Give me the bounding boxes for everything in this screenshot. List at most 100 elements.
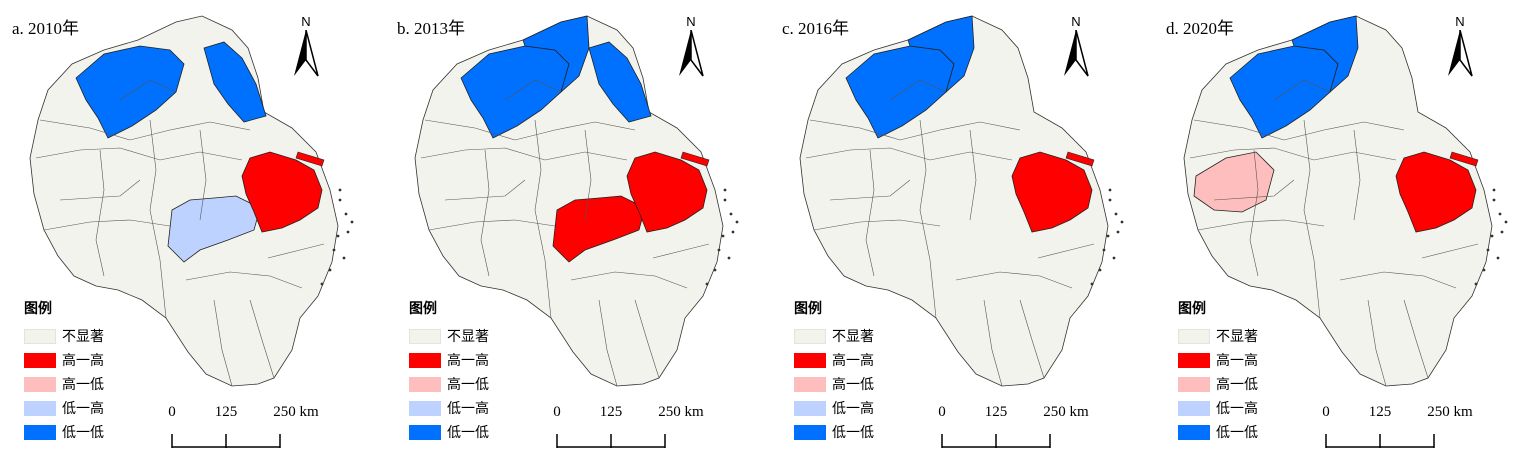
legend-swatch	[1178, 400, 1210, 416]
region-north-centre	[1291, 15, 1359, 94]
legend-item-low-high: 低一高	[409, 396, 489, 420]
legend-swatch	[24, 424, 56, 440]
legend-label: 低一高	[1216, 401, 1258, 417]
coastal-islet	[1500, 230, 1504, 234]
legend-title: 图例	[409, 301, 437, 317]
region-centre-west	[1193, 151, 1275, 213]
boundary-line	[865, 149, 875, 277]
coastal-islet	[332, 248, 336, 252]
legend: 图例 不显著 高一高 高一低 低一高 低一低	[1178, 298, 1258, 444]
coastal-islet	[1116, 230, 1120, 234]
boundary-line	[480, 149, 490, 277]
coastal-islet	[328, 268, 332, 272]
boundary-line	[1189, 147, 1397, 161]
boundary-line	[1353, 129, 1361, 221]
boundary-line	[35, 147, 243, 161]
scale-bar-line	[941, 434, 1051, 448]
coastal-islet	[721, 234, 725, 238]
coastal-islet	[1090, 282, 1094, 286]
legend-item-low-low: 低一低	[1178, 420, 1258, 444]
scale-tick-250: 250 km	[1427, 404, 1473, 420]
legend-item-high-low: 高一低	[794, 372, 874, 396]
legend-title: 图例	[794, 301, 822, 317]
boundary-line	[1421, 243, 1479, 259]
panel-title: a. 2010年	[12, 19, 80, 38]
coastal-islet	[1112, 256, 1116, 260]
boundary-line	[267, 243, 325, 259]
island	[1449, 151, 1479, 167]
north-arrow-label: N	[1455, 14, 1465, 29]
coastal-islet	[342, 256, 346, 260]
coastal-islet	[338, 198, 342, 202]
scale-bar: 0 125 250 km	[551, 404, 704, 450]
region-centre	[552, 195, 646, 263]
legend: 图例 不显著 高一高 高一低 低一高 低一低	[409, 298, 489, 444]
scale-bar-line	[1325, 434, 1435, 448]
coastal-islet	[729, 212, 733, 216]
region-north-west	[845, 45, 955, 139]
map-2013	[414, 15, 739, 387]
scale-bar-line	[171, 434, 281, 448]
coastal-islet	[723, 188, 727, 192]
panel-title: c. 2016年	[782, 19, 850, 38]
legend-swatch	[409, 376, 441, 392]
scale-tick-0: 0	[168, 404, 176, 420]
boundary-line	[185, 271, 303, 289]
legend-label: 不显著	[62, 329, 104, 345]
boundary-line	[889, 79, 947, 101]
boundary-line	[43, 219, 171, 231]
legend-swatch	[794, 352, 826, 368]
north-arrow: N	[1062, 14, 1090, 78]
boundary-line	[1037, 243, 1095, 259]
coastal-islet	[1492, 198, 1496, 202]
legend-label: 低一高	[832, 401, 874, 417]
scale-tick-125: 125	[599, 404, 623, 420]
scale-tick-125: 125	[1368, 404, 1392, 420]
legend-item-low-low: 低一低	[409, 420, 489, 444]
coastal-islet	[1106, 234, 1110, 238]
legend-item-high-high: 高一高	[409, 348, 489, 372]
coastal-islet	[344, 212, 348, 216]
legend-item-high-high: 高一高	[794, 348, 874, 372]
legend-swatch	[794, 376, 826, 392]
boundary-line	[213, 299, 233, 387]
legend-swatch	[794, 400, 826, 416]
coastal-islet	[1114, 212, 1118, 216]
region-shanghai-area	[1395, 151, 1477, 233]
north-arrow-label: N	[686, 14, 696, 29]
coastal-islet	[1492, 188, 1496, 192]
legend-label: 低一低	[62, 425, 104, 441]
north-arrow-icon	[1448, 30, 1473, 77]
legend-swatch	[24, 400, 56, 416]
legend-item-low-low: 低一低	[794, 420, 874, 444]
legend-label: 高一低	[832, 377, 874, 393]
coastal-islet	[336, 234, 340, 238]
region-north-east	[588, 41, 652, 123]
region-centre	[167, 195, 261, 263]
boundary-line	[1197, 219, 1325, 231]
map-2020	[1183, 15, 1508, 387]
coastal-islet	[713, 268, 717, 272]
legend-swatch	[1178, 424, 1210, 440]
boundary-line	[1367, 299, 1387, 387]
boundary-line	[95, 149, 105, 277]
legend-label: 低一低	[447, 425, 489, 441]
panel-title: d. 2020年	[1166, 19, 1234, 38]
boundary-line	[919, 119, 937, 319]
legend-item-high-high: 高一高	[1178, 348, 1258, 372]
boundary-line	[1273, 79, 1331, 101]
boundary-line	[534, 119, 552, 319]
legend-swatch	[409, 400, 441, 416]
north-arrow: N	[292, 14, 320, 78]
boundary-line	[1403, 299, 1429, 379]
legend-label: 高一高	[62, 353, 104, 369]
boundary-line	[59, 179, 141, 201]
boundary-line	[598, 299, 618, 387]
legend-label: 低一高	[447, 401, 489, 417]
region-north-west	[1229, 45, 1339, 139]
scale-bar-line	[556, 434, 666, 448]
boundary-line	[504, 79, 562, 101]
boundary-line	[39, 119, 251, 141]
legend-label: 高一高	[447, 353, 489, 369]
boundary-line	[420, 147, 628, 161]
